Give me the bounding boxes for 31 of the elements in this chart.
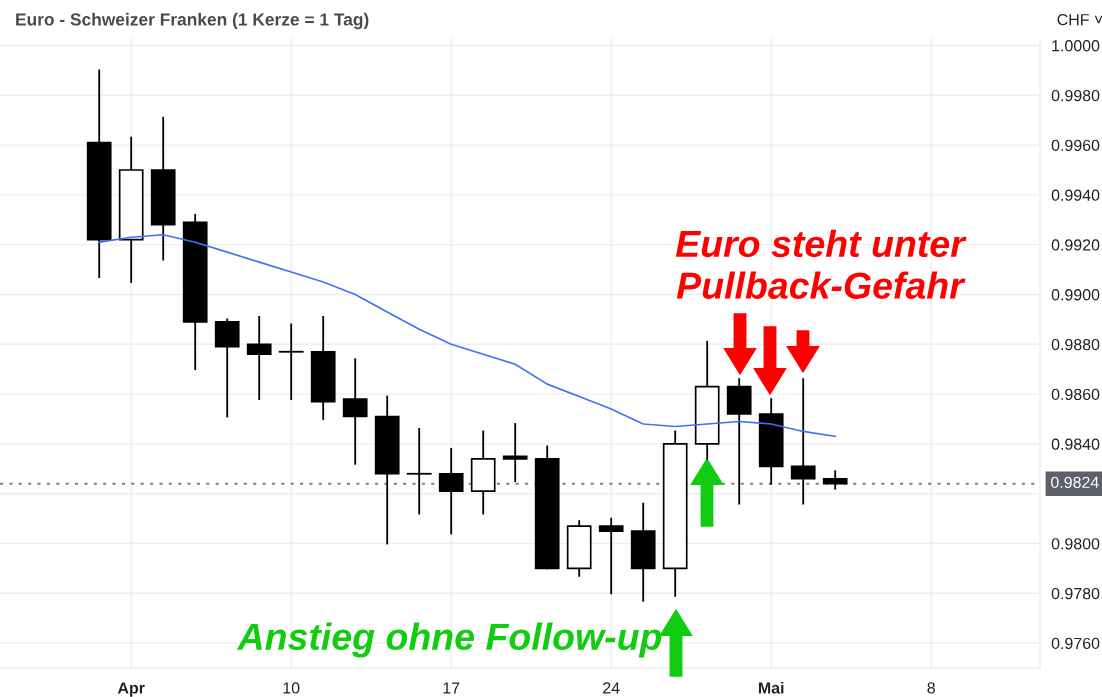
x-tick-label: 24: [603, 682, 620, 694]
y-tick-label: 0.9780: [1051, 587, 1100, 600]
x-tick-label: 8: [927, 682, 935, 694]
text: CHF ˅: [1057, 13, 1102, 26]
annotation: Anstieg ohne Follow-up: [236, 622, 662, 658]
y-tick-label: 0.9880: [1051, 338, 1100, 351]
candlestick: [246, 315, 272, 400]
candlestick: [342, 358, 368, 465]
y-tick-label: 0.9840: [1051, 438, 1100, 450]
y-tick-label: 0.9800: [1051, 538, 1100, 550]
annotation: Euro steht unter Pullback-Gefahr: [675, 229, 967, 299]
x-tick-label: Apr: [117, 682, 145, 697]
y-tick-label: 0.9860: [1051, 388, 1100, 401]
y-tick-label: 0.9920: [1051, 239, 1100, 251]
y-tick-label: 0.9980: [1051, 89, 1100, 102]
candlestick: [502, 423, 528, 483]
y-tick-label: 0.9900: [1051, 289, 1100, 301]
y-tick-label: 0.9960: [1051, 139, 1100, 152]
x-tick-label: 10: [283, 682, 300, 694]
y-tick-label: 0.9940: [1051, 189, 1100, 201]
ref-line-label: 0.9824: [1051, 476, 1099, 489]
y-tick-label: 0.9760: [1051, 637, 1100, 650]
candlestick: [790, 378, 816, 505]
chart-title: Euro - Schweizer Franken (1 Kerze = 1 Tag): [16, 12, 369, 30]
y-tick-label: 1.0000: [1052, 40, 1100, 52]
candlestick: [598, 517, 624, 595]
candlestick: [406, 428, 432, 515]
x-tick-label: Mai: [758, 681, 784, 694]
x-tick-label: 17: [443, 682, 460, 694]
candlestick: [438, 447, 464, 535]
candlestick: [278, 323, 304, 400]
